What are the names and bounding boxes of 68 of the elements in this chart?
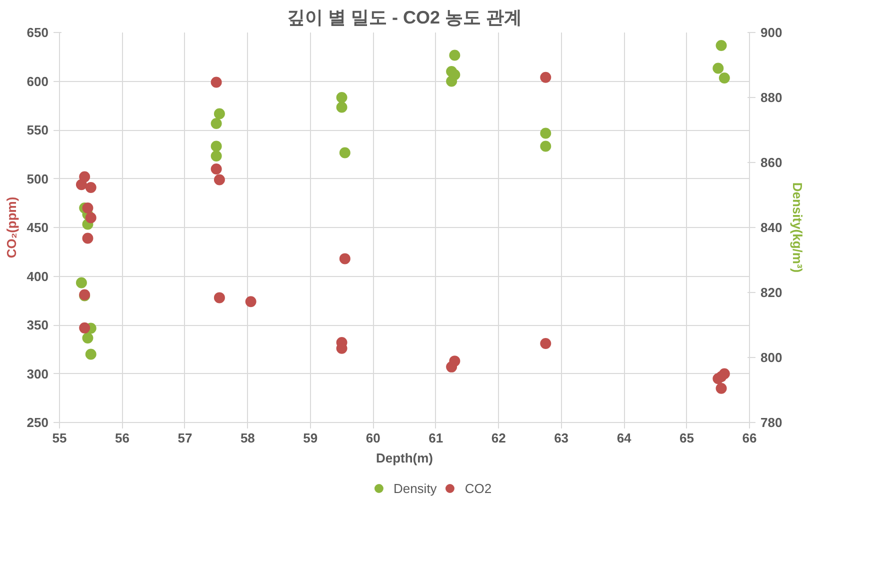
point [449,50,460,61]
point [716,371,727,382]
point [339,253,350,264]
y2-tick-label: 900 [760,25,782,40]
x-tick-label: 64 [616,430,632,446]
y-tick-label: 350 [26,318,49,332]
point [76,277,87,288]
point [214,174,225,186]
x-tick-label: 59 [303,430,318,446]
point [336,92,348,103]
legend-label: Density [393,480,437,496]
x-tick-label: 55 [52,430,67,446]
y-tick-label: 300 [26,366,49,382]
y2-axis-title: Density(kg/m³) [790,182,806,273]
x-tick-label: 56 [114,430,130,446]
y-tick-label: 400 [26,268,49,284]
x-tick-label: 63 [554,430,569,446]
point [214,292,225,304]
x-tick-label: 62 [491,430,506,446]
x-axis-title: Depth(m) [376,450,434,466]
y2-tick-label: 780 [760,415,782,430]
point [336,102,348,113]
point [85,182,96,194]
point [79,322,90,334]
point [210,140,222,152]
point [85,348,96,360]
point [712,62,724,74]
point [82,202,94,214]
y-tick-label: 250 [26,415,49,430]
point [245,296,256,308]
point [540,72,552,83]
x-tick-label: 60 [366,430,380,446]
x-tick-label: 65 [680,430,694,446]
point [339,147,350,158]
y-axis-title: CO₂(ppm) [4,196,19,258]
x-tick-label: 57 [178,430,192,446]
point [716,382,727,394]
point [716,40,727,51]
point [210,76,222,88]
chart-title: 깊이 별 밀도 - CO2 농도 관계 [286,8,522,28]
x-tick-label: 61 [428,430,444,446]
point [210,164,222,174]
point [540,140,552,152]
y2-tick-label: 820 [760,285,782,300]
legend-label: CO2 [464,480,492,496]
point [210,118,222,129]
x-tick-label: 58 [240,430,255,446]
point [540,338,552,350]
y-tick-label: 500 [26,171,49,186]
y2-tick-label: 860 [760,155,782,170]
y-tick-label: 600 [26,74,49,89]
y2-tick-label: 800 [760,350,782,365]
y-tick-label: 650 [26,25,49,40]
x-tick-label: 66 [742,430,757,446]
point [446,76,458,87]
point [210,150,222,162]
y2-tick-label: 880 [760,90,782,105]
point [540,128,552,139]
y-tick-label: 550 [26,122,49,138]
point [85,212,96,224]
point [79,171,90,182]
y2-tick-label: 840 [760,220,782,235]
point [214,108,225,120]
point [449,356,460,367]
point [82,232,94,244]
point [718,72,730,84]
y-tick-label: 450 [26,220,49,235]
point [82,332,94,344]
